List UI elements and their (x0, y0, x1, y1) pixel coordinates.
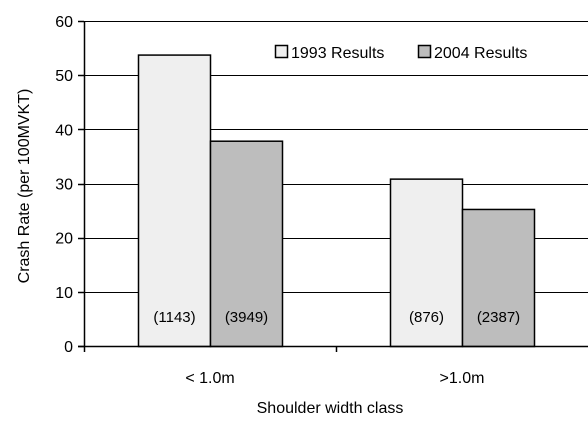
x-axis-title: Shoulder width class (257, 400, 404, 417)
data-label-0-0: (1143) (153, 309, 195, 326)
axes (78, 20, 588, 352)
legend-swatch-0 (274, 44, 289, 59)
legend: 1993 Results 2004 Results (274, 44, 527, 62)
y-tick-label-10: 10 (55, 285, 73, 302)
bars (137, 54, 536, 348)
data-label-0-1: (876) (409, 309, 444, 326)
y-tick-label-30: 30 (55, 177, 73, 194)
legend-swatch-1 (417, 44, 432, 59)
bar-2004-1 (461, 208, 536, 348)
y-axis-title: Crash Rate (per 100MVKT) (16, 89, 33, 284)
y-tick-label-50: 50 (55, 68, 73, 85)
y-tick-label-60: 60 (55, 14, 73, 31)
legend-label-0: 1993 Results (291, 45, 384, 62)
x-tick-label-1: >1.0m (440, 370, 485, 387)
y-tick-label-20: 20 (55, 231, 73, 248)
data-label-1-1: (2387) (477, 309, 520, 326)
y-tick-labels: 0 10 20 30 40 50 60 (55, 14, 73, 356)
y-tick-label-0: 0 (64, 339, 73, 356)
data-label-1-0: (3949) (225, 309, 268, 326)
x-tick-labels: < 1.0m >1.0m (185, 370, 484, 387)
bar-1993-0 (137, 54, 212, 348)
data-labels: (1143) (3949) (876) (2387) (153, 309, 520, 326)
legend-label-1: 2004 Results (434, 45, 527, 62)
x-tick-label-0: < 1.0m (185, 370, 234, 387)
y-tick-label-40: 40 (55, 122, 73, 139)
